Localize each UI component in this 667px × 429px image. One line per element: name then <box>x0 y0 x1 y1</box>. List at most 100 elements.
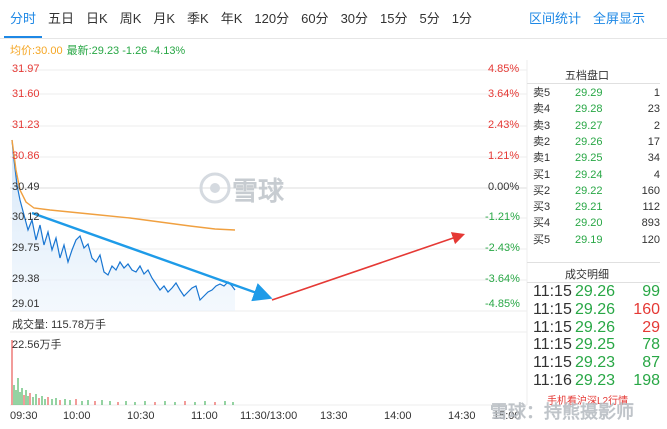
price-line <box>11 139 236 302</box>
left-axis-label: 31.60 <box>12 88 40 100</box>
divider <box>527 262 660 263</box>
trade-price: 29.26 <box>575 283 616 300</box>
right-axis-label: 0.00% <box>488 181 520 193</box>
order-book-bid-row: 买5 29.19 120 <box>527 232 660 248</box>
bottom-watermark: 雪球：持熊摄影师 <box>490 402 634 422</box>
left-axis-label: 30.86 <box>12 150 40 162</box>
trade-row: 11:15 29.23 87 <box>527 355 660 371</box>
order-book-level: 买2 <box>533 184 551 197</box>
order-book-ask-row: 卖2 29.26 17 <box>527 134 660 150</box>
time-label: 10:00 <box>63 410 91 422</box>
divider <box>527 282 660 283</box>
order-book-level: 卖1 <box>533 152 551 165</box>
interval-stats-button[interactable]: 区间统计 <box>529 11 582 26</box>
trade-price: 29.26 <box>575 300 616 318</box>
trade-volume: 29 <box>642 318 660 336</box>
right-axis-label: -4.85% <box>485 298 520 310</box>
order-book-title: 五档盘口 <box>565 70 609 82</box>
order-book-price: 29.29 <box>575 87 603 99</box>
order-book-price: 29.26 <box>575 135 603 148</box>
tab-120min[interactable]: 120分 <box>254 11 290 26</box>
left-axis-label: 29.38 <box>12 273 40 285</box>
tab-month-k[interactable]: 月K <box>153 11 176 26</box>
order-book-volume: 160 <box>641 184 660 197</box>
trade-time: 11:16 <box>533 372 572 389</box>
xueqiu-logo-watermark <box>199 172 231 204</box>
fullscreen-button[interactable]: 全屏显示 <box>593 11 646 26</box>
volume-max: 22.56万手 <box>12 339 62 351</box>
time-label: 11:00 <box>191 410 218 422</box>
trade-row: 11:15 29.26 99 <box>527 284 660 300</box>
trade-time: 11:15 <box>533 318 572 336</box>
l2-promo-link[interactable]: 手机看沪深L2行情 <box>547 396 629 407</box>
tab-year-k[interactable]: 年K <box>220 11 243 26</box>
trade-row: 11:15 29.26 160 <box>527 300 660 318</box>
trade-row: 11:15 29.25 78 <box>527 337 660 353</box>
xueqiu-watermark-text: 雪球 <box>232 176 285 206</box>
tab-5min[interactable]: 5分 <box>419 11 440 26</box>
tab-1min[interactable]: 1分 <box>451 11 472 26</box>
tab-30min[interactable]: 30分 <box>340 11 369 26</box>
order-book-price: 29.19 <box>575 233 603 246</box>
tab-5day[interactable]: 五日 <box>48 11 75 26</box>
grid <box>10 60 528 406</box>
order-book-volume: 1 <box>653 87 660 99</box>
order-book-level: 买4 <box>533 217 551 230</box>
trade-time: 11:15 <box>533 283 572 300</box>
order-book-level: 买3 <box>533 201 551 214</box>
time-label: 11:30/13:00 <box>240 410 298 422</box>
left-axis-label: 29.75 <box>12 242 40 254</box>
order-book-ask-row: 卖1 29.25 34 <box>527 150 660 166</box>
left-axis-label: 31.97 <box>12 63 40 75</box>
tab-fenshi[interactable]: 分时 <box>4 0 43 38</box>
trend-arrow-up <box>271 232 466 301</box>
order-book-ask-row: 卖4 29.28 23 <box>527 101 660 117</box>
trade-detail-title: 成交明细 <box>565 269 609 281</box>
right-axis-label: 1.21% <box>488 150 520 162</box>
tab-15min[interactable]: 15分 <box>380 11 408 26</box>
order-book-price: 29.20 <box>575 217 603 230</box>
order-book-price: 29.24 <box>575 168 603 181</box>
trade-row: 11:15 29.26 29 <box>527 318 660 336</box>
trade-price: 29.25 <box>575 336 616 354</box>
order-book-volume: 17 <box>647 135 660 148</box>
time-label: 10:30 <box>127 410 155 422</box>
order-book-ask-row: 卖5 29.29 1 <box>527 85 660 101</box>
volume-total: 成交量: 115.78万手 <box>12 319 106 331</box>
order-book-price: 29.25 <box>575 152 603 165</box>
trade-price: 29.23 <box>575 372 616 389</box>
order-book-bid-row: 买1 29.24 4 <box>527 167 660 183</box>
right-axis-label: -2.43% <box>485 242 520 254</box>
right-axis-label: 2.43% <box>488 119 520 131</box>
trade-volume: 99 <box>642 283 660 300</box>
order-book-level: 卖2 <box>533 135 551 148</box>
price-summary: 均价:30.00 最新:29.23 -1.26 -4.13% <box>10 42 185 58</box>
order-book-level: 卖5 <box>533 87 551 99</box>
trade-time: 11:15 <box>533 354 572 372</box>
left-axis-label: 29.01 <box>12 298 40 310</box>
trade-volume: 87 <box>642 354 660 372</box>
order-book-bid-row: 买4 29.20 893 <box>527 215 660 231</box>
trade-volume: 78 <box>642 336 660 354</box>
tab-week-k[interactable]: 周K <box>119 11 142 26</box>
time-label: 09:30 <box>10 410 38 422</box>
time-label: 14:00 <box>384 410 412 422</box>
right-axis-label: -3.64% <box>485 273 520 285</box>
left-axis-label: 31.23 <box>12 119 40 131</box>
trade-time: 11:15 <box>533 300 572 318</box>
trade-volume: 198 <box>633 372 660 389</box>
time-label: 14:30 <box>448 410 476 422</box>
tab-60min[interactable]: 60分 <box>301 11 329 26</box>
trade-price: 29.23 <box>575 354 616 372</box>
order-book-price: 29.28 <box>575 103 603 116</box>
trade-volume: 160 <box>633 300 660 318</box>
order-book-level: 卖4 <box>533 103 551 116</box>
tab-day-k[interactable]: 日K <box>86 11 108 26</box>
tab-quarter-k[interactable]: 季K <box>187 11 209 26</box>
right-axis-label: 3.64% <box>488 88 520 100</box>
right-axis-label: -1.21% <box>485 211 520 223</box>
order-book-volume: 4 <box>653 168 660 181</box>
order-book-level: 卖3 <box>533 119 551 132</box>
order-book-volume: 34 <box>647 152 660 165</box>
order-book-level: 买1 <box>533 168 551 181</box>
